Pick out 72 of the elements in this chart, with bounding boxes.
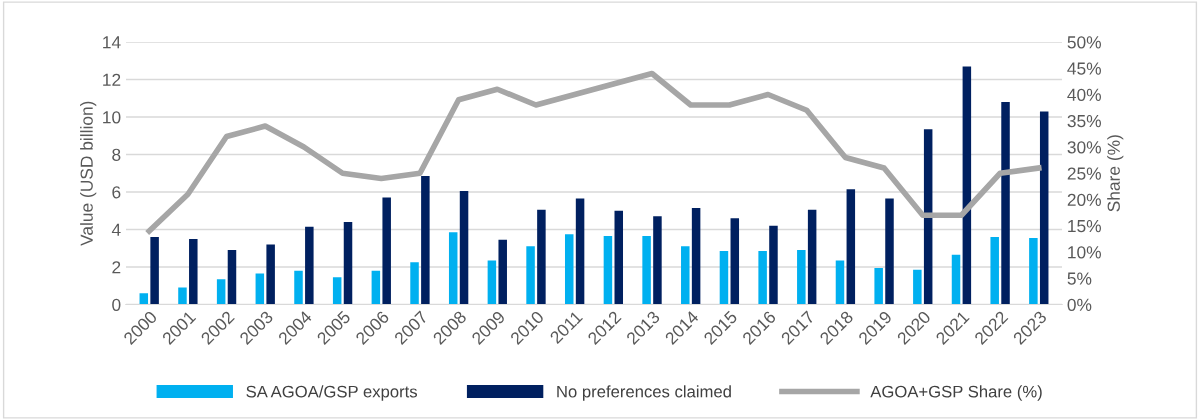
bar xyxy=(797,250,806,305)
bar xyxy=(913,269,922,305)
bar xyxy=(874,267,883,305)
bar xyxy=(835,260,845,305)
y-tick-label: 0 xyxy=(112,298,121,311)
legend-label: AGOA+GSP Share (%) xyxy=(870,385,1042,401)
bar xyxy=(332,277,342,305)
bar xyxy=(614,210,624,305)
y2-axis-title: Share (%) xyxy=(1107,135,1124,212)
bar xyxy=(139,293,149,305)
y-tick-label: 6 xyxy=(112,186,121,199)
bar xyxy=(1039,111,1049,305)
y2-tick-label: 30% xyxy=(1067,141,1101,154)
y-axis-title: Value (USD billion) xyxy=(80,101,97,246)
y2-tick-label: 35% xyxy=(1067,114,1101,128)
bar xyxy=(603,236,613,305)
bar xyxy=(1029,237,1038,305)
legend-label: No preferences claimed xyxy=(557,385,731,401)
bar xyxy=(255,273,265,305)
bar xyxy=(216,279,226,305)
y-tick-label: 4 xyxy=(111,223,121,236)
bar xyxy=(410,262,419,305)
y2-tick-label: 0% xyxy=(1067,298,1092,311)
bar xyxy=(846,189,856,305)
bar xyxy=(1001,102,1010,305)
bar xyxy=(769,225,778,305)
bar xyxy=(343,222,353,305)
y-tick-label: 12 xyxy=(103,73,121,86)
bar xyxy=(526,246,535,305)
bar xyxy=(885,198,894,305)
bar xyxy=(459,191,469,305)
bar xyxy=(681,246,690,305)
bar xyxy=(421,176,430,305)
bar xyxy=(653,216,662,305)
y-tick-label: 8 xyxy=(112,148,121,161)
bar xyxy=(305,226,314,305)
y2-tick-label: 40% xyxy=(1067,88,1101,101)
y2-tick-label: 20% xyxy=(1067,193,1101,206)
bar xyxy=(962,66,972,305)
legend-label: SA AGOA/GSP exports xyxy=(246,385,418,401)
bar xyxy=(537,209,546,305)
y2-tick-label: 45% xyxy=(1067,62,1101,75)
y-tick-label: 10 xyxy=(103,111,121,124)
bar xyxy=(150,237,159,305)
bar xyxy=(564,234,574,305)
y2-tick-label: 15% xyxy=(1068,219,1101,233)
bar xyxy=(807,209,817,305)
bar xyxy=(730,218,740,305)
bar xyxy=(758,251,767,305)
y-tick-label: 14 xyxy=(103,36,121,49)
bar xyxy=(178,287,187,305)
bar xyxy=(371,270,381,305)
bar xyxy=(189,238,198,305)
bar xyxy=(382,197,391,305)
bar xyxy=(448,232,458,305)
bar xyxy=(691,207,701,305)
bar xyxy=(575,198,585,305)
y2-tick-label: 5% xyxy=(1067,272,1092,285)
bar xyxy=(951,254,961,305)
bar xyxy=(719,251,729,305)
bar xyxy=(923,129,933,305)
bar xyxy=(990,237,999,305)
y2-tick-label: 10% xyxy=(1068,246,1101,259)
bar xyxy=(266,244,275,305)
bar xyxy=(294,270,303,305)
bar xyxy=(227,250,237,305)
y-tick-label: 2 xyxy=(112,261,121,274)
bar xyxy=(487,260,497,305)
bar xyxy=(498,239,507,305)
bar xyxy=(642,236,651,305)
y2-tick-label: 25% xyxy=(1067,167,1101,180)
y2-tick-label: 50% xyxy=(1067,36,1101,49)
